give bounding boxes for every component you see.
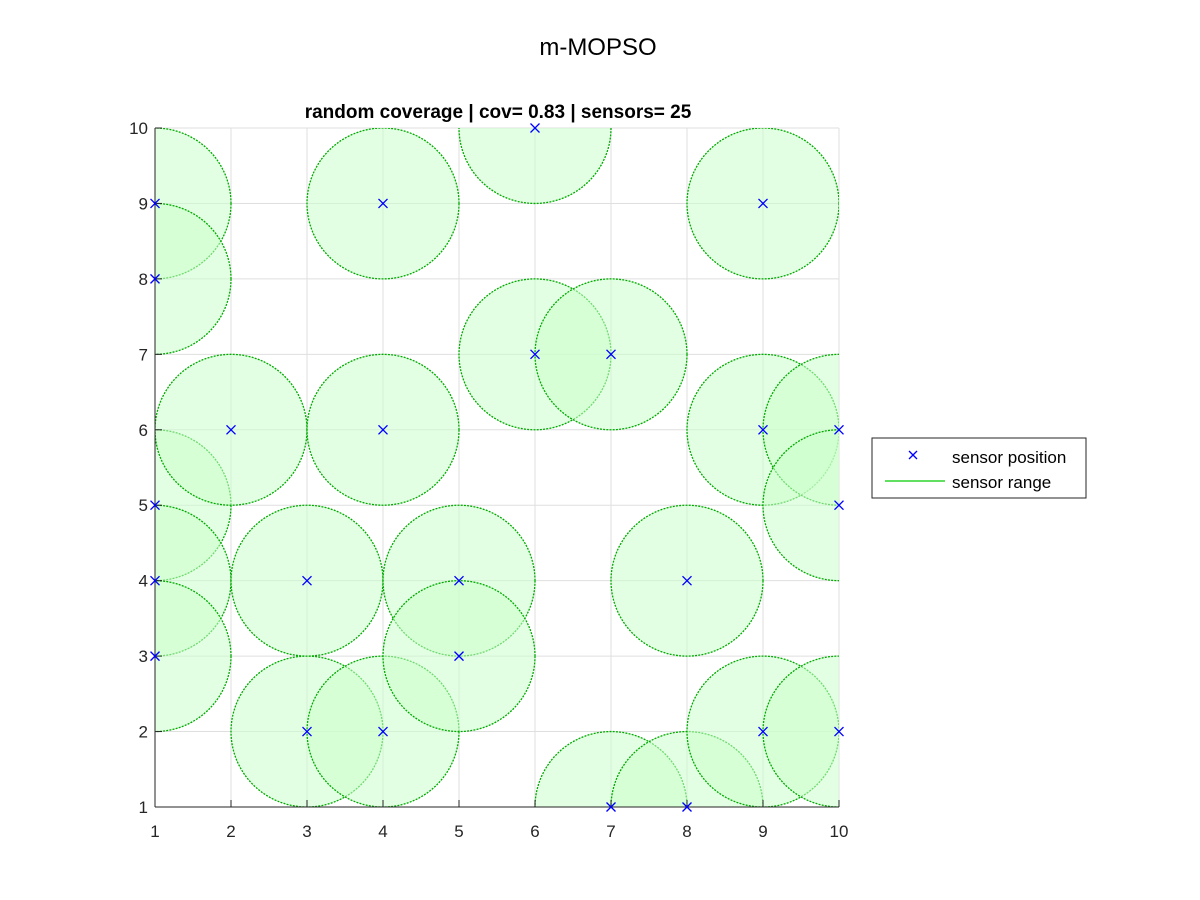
sensor-position-marker xyxy=(758,198,768,209)
sensor-position-marker xyxy=(758,726,768,737)
sensor-position-marker xyxy=(606,349,616,360)
x-tick-label: 3 xyxy=(302,822,311,841)
sensor-position-marker xyxy=(758,424,768,435)
y-tick-label: 6 xyxy=(139,421,148,440)
x-tick-labels: 1 2 3 4 5 6 7 8 9 10 xyxy=(150,822,848,841)
axes xyxy=(154,127,840,808)
sensor-position-marker xyxy=(150,500,160,511)
legend-label-sensor-range: sensor range xyxy=(952,473,1051,492)
figure-title: m-MOPSO xyxy=(539,34,656,61)
sensor-position-marker xyxy=(150,273,160,284)
sensor-position-marker xyxy=(454,575,464,586)
sensor-position-marker xyxy=(834,500,844,511)
sensor-range-circle xyxy=(155,580,232,733)
y-tick-label: 9 xyxy=(139,194,148,213)
y-tick-label: 8 xyxy=(139,270,148,289)
y-tick-label: 10 xyxy=(129,119,148,138)
legend-box xyxy=(871,437,1087,499)
legend: sensor position sensor range xyxy=(871,437,1087,499)
sensor-position-marker xyxy=(834,424,844,435)
sensor-range-circle xyxy=(762,429,839,582)
x-tick-label: 6 xyxy=(530,822,539,841)
x-tick-label: 8 xyxy=(682,822,691,841)
sensor-position-marker xyxy=(834,726,844,737)
sensor-position-markers xyxy=(150,123,844,812)
sensor-position-marker xyxy=(378,726,388,737)
sensor-position-marker xyxy=(682,802,692,812)
y-tick-label: 3 xyxy=(139,647,148,666)
y-tick-label: 2 xyxy=(139,723,148,742)
sensor-position-marker xyxy=(150,575,160,586)
y-tick-labels: 1 2 3 4 5 6 7 8 9 10 xyxy=(129,119,148,817)
sensor-position-marker xyxy=(226,424,236,435)
sensor-position-marker xyxy=(378,424,388,435)
x-tick-label: 5 xyxy=(454,822,463,841)
y-tick-label: 5 xyxy=(139,496,148,515)
x-tick-label: 7 xyxy=(606,822,615,841)
legend-marker-icon xyxy=(908,450,918,460)
y-tick-label: 1 xyxy=(139,798,148,817)
sensor-position-marker xyxy=(150,651,160,662)
sensor-position-marker xyxy=(682,575,692,586)
x-tick-label: 1 xyxy=(150,822,159,841)
sensor-range-circle xyxy=(155,202,232,355)
y-tick-label: 4 xyxy=(139,572,148,591)
chart-title: random coverage | cov= 0.83 | sensors= 2… xyxy=(305,102,692,123)
y-tick-label: 7 xyxy=(139,345,148,364)
sensor-position-marker xyxy=(302,726,312,737)
plot-area: 1 2 3 4 5 6 7 8 9 10 1 2 3 4 5 6 7 8 9 10 xyxy=(129,119,848,841)
sensor-position-marker xyxy=(606,802,616,812)
legend-label-sensor-position: sensor position xyxy=(952,448,1066,467)
sensor-position-marker xyxy=(302,575,312,586)
sensor-range-circle xyxy=(458,128,612,205)
x-tick-label: 4 xyxy=(378,822,387,841)
x-tick-label: 9 xyxy=(758,822,767,841)
sensor-position-marker xyxy=(530,349,540,360)
sensor-position-marker xyxy=(378,198,388,209)
sensor-position-marker xyxy=(150,198,160,209)
sensor-position-marker xyxy=(454,651,464,662)
x-tick-label: 10 xyxy=(830,822,849,841)
x-tick-label: 2 xyxy=(226,822,235,841)
sensor-position-marker xyxy=(530,123,540,133)
